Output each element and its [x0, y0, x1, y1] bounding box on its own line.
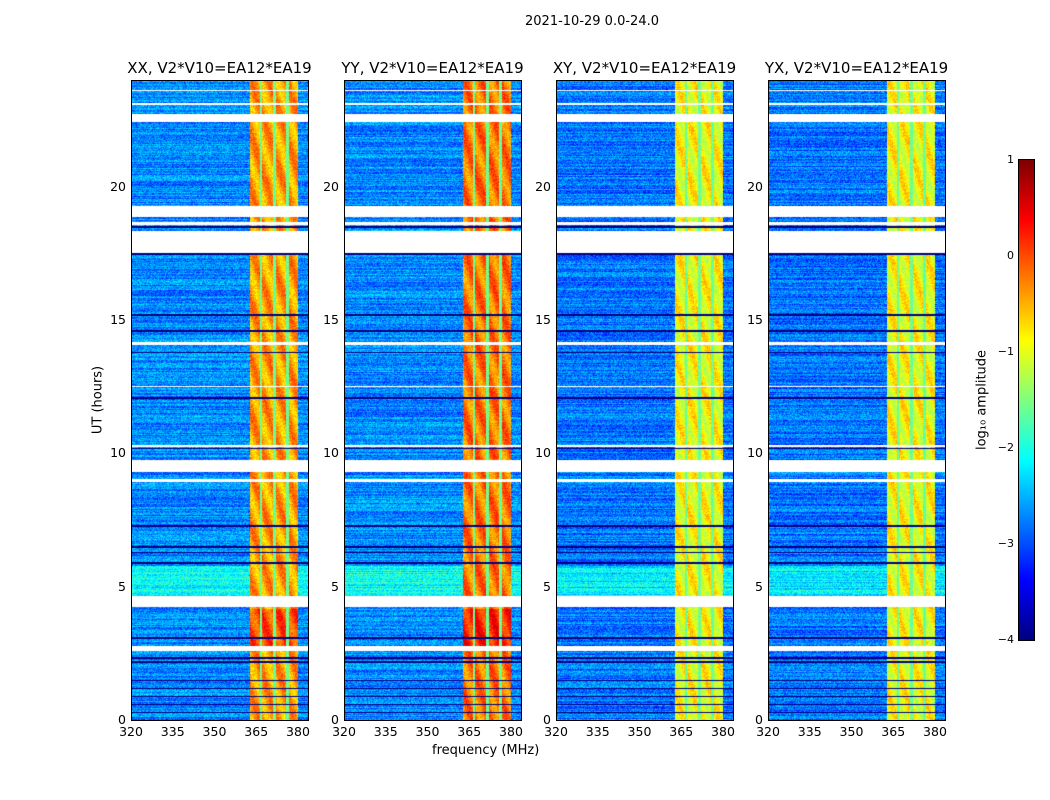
spectrogram-panel — [556, 80, 733, 720]
panel-title: YX, V2*V10=EA12*EA19 — [764, 59, 949, 77]
y-tick-label: 15 — [535, 312, 551, 327]
x-tick-label: 320 — [756, 724, 780, 739]
y-tick-label: 5 — [331, 578, 339, 594]
y-tick-label: 0 — [118, 712, 126, 727]
x-tick-label: 335 — [797, 724, 822, 739]
colorbar-tick-label: 1 — [1007, 153, 1014, 166]
colorbar — [1019, 160, 1034, 640]
y-tick-label: 10 — [110, 445, 126, 461]
y-tick-label: 0 — [755, 712, 763, 727]
y-tick-label: 15 — [110, 312, 126, 327]
x-tick-label: 335 — [585, 724, 610, 739]
spectrogram-panel — [344, 80, 521, 720]
suptitle: 2021-10-29 0.0-24.0 — [525, 14, 659, 29]
x-tick-label: 320 — [332, 724, 356, 739]
x-tick-label: 335 — [160, 724, 185, 739]
y-tick-label: 20 — [323, 178, 339, 194]
x-tick-label: 365 — [881, 724, 906, 739]
y-tick-label: 5 — [755, 578, 763, 594]
y-tick-label: 10 — [535, 445, 551, 461]
x-tick-label: 365 — [244, 724, 269, 739]
panel-title: XX, V2*V10=EA12*EA19 — [127, 59, 312, 77]
colorbar-tick-label: −2 — [997, 441, 1014, 454]
y-tick-label: 20 — [110, 178, 126, 194]
spectrogram-panel — [131, 80, 308, 720]
x-tick-label: 350 — [839, 724, 864, 739]
y-tick-label: 0 — [331, 712, 339, 727]
y-tick-label: 20 — [747, 178, 763, 194]
y-tick-label: 15 — [323, 312, 339, 327]
colorbar-tick-label: −3 — [997, 537, 1014, 550]
x-tick-label: 335 — [373, 724, 398, 739]
x-tick-label: 380 — [711, 724, 735, 739]
y-tick-label: 15 — [747, 312, 763, 327]
colorbar-tick-label: −1 — [997, 345, 1014, 358]
panel-title: YY, V2*V10=EA12*EA19 — [341, 59, 524, 77]
colorbar-tick-label: −4 — [997, 633, 1014, 646]
x-tick-label: 365 — [669, 724, 694, 739]
x-tick-label: 350 — [415, 724, 440, 739]
x-tick-label: 350 — [202, 724, 227, 739]
x-tick-label: 320 — [119, 724, 143, 739]
y-tick-label: 10 — [747, 445, 763, 461]
colorbar-label: log₁₀ amplitude — [974, 349, 990, 451]
x-tick-label: 380 — [499, 724, 523, 739]
panel-title: XY, V2*V10=EA12*EA19 — [552, 59, 737, 77]
y-tick-label: 5 — [543, 578, 551, 594]
x-axis-label: frequency (MHz) — [432, 743, 540, 758]
y-tick-label: 5 — [118, 578, 126, 594]
x-tick-label: 380 — [286, 724, 310, 739]
x-tick-label: 365 — [457, 724, 482, 739]
y-tick-label: 20 — [535, 178, 551, 194]
spectrogram-panel — [768, 80, 945, 720]
y-tick-label: 0 — [543, 712, 551, 727]
colorbar-tick-label: 0 — [1007, 249, 1014, 262]
x-tick-label: 320 — [544, 724, 568, 739]
y-axis-label: UT (hours) — [90, 365, 106, 435]
x-tick-label: 350 — [627, 724, 652, 739]
y-tick-label: 10 — [323, 445, 339, 461]
x-tick-label: 380 — [923, 724, 947, 739]
